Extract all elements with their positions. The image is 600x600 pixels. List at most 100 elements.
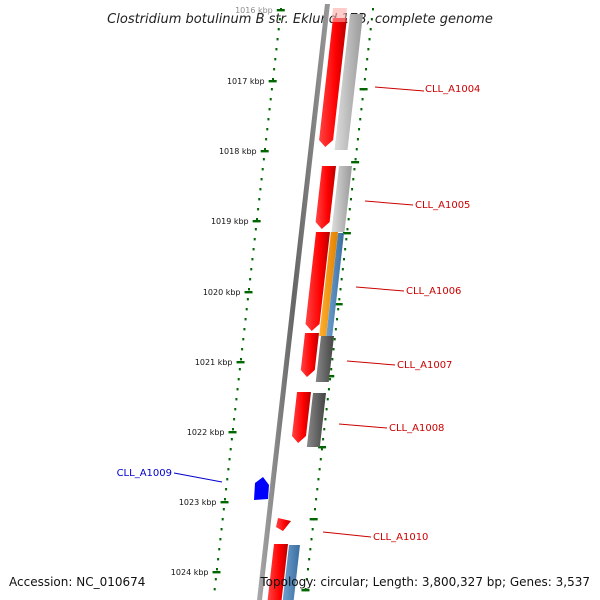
grid-dot <box>219 538 222 541</box>
grid-dot <box>230 438 233 441</box>
tick-mark <box>260 150 269 153</box>
grid-dot <box>370 18 373 21</box>
grid-dot <box>363 78 366 81</box>
cds-reverse-feature <box>254 477 269 500</box>
tick-mark <box>220 501 229 504</box>
grid-dot <box>251 258 254 261</box>
grid-dot <box>277 28 280 31</box>
dark-track-feature <box>306 393 326 447</box>
tick-label: 1023 kbp <box>179 498 217 507</box>
gene-label[interactable]: CLL_A1004 <box>425 84 480 95</box>
grid-dot <box>361 98 364 101</box>
grid-dot <box>372 8 374 11</box>
label-leader-line <box>173 472 223 483</box>
grid-dot <box>353 168 356 171</box>
grid-dot <box>241 348 244 351</box>
blue-feature <box>326 233 344 336</box>
grid-dot <box>307 568 310 571</box>
gene-label[interactable]: CLL_A1006 <box>406 286 461 297</box>
grid-dot <box>358 128 361 131</box>
grid-dot <box>221 518 224 521</box>
grid-dot <box>322 438 325 441</box>
tick-mark <box>318 446 327 449</box>
tick-label: 1017 kbp <box>227 77 265 86</box>
tick-mark <box>351 161 360 164</box>
gene-label[interactable]: CLL_A1005 <box>415 200 470 211</box>
grid-dot <box>236 388 239 391</box>
grid-dot <box>313 508 316 511</box>
grid-dot <box>229 448 232 451</box>
orange-feature <box>319 232 338 336</box>
grid-dot <box>367 48 370 51</box>
grid-dot <box>345 238 348 241</box>
gene-label[interactable]: CLL_A1010 <box>373 532 428 543</box>
tick-mark <box>236 361 245 364</box>
grid-dot <box>311 528 314 531</box>
gene-label[interactable]: CLL_A1008 <box>389 423 444 434</box>
grid-dot <box>273 68 276 71</box>
grid-dot <box>214 578 217 581</box>
grid-dot <box>243 328 246 331</box>
grid-dot <box>262 158 265 161</box>
grid-dot <box>308 558 311 561</box>
grid-dot <box>217 558 220 561</box>
cds-forward-feature <box>315 166 336 229</box>
gene-label[interactable]: CLL_A1007 <box>397 360 452 371</box>
blue-feature <box>282 545 300 600</box>
grid-dot <box>246 298 249 301</box>
gray-track-feature <box>331 166 352 232</box>
grid-dot <box>242 338 245 341</box>
grid-rings <box>213 8 374 591</box>
grid-dot <box>269 98 272 101</box>
label-leader-line <box>322 531 372 538</box>
label-leader-line <box>355 286 405 292</box>
grid-dot <box>336 318 339 321</box>
grid-dot <box>305 578 308 581</box>
tick-mark <box>301 589 310 592</box>
grid-dot <box>354 158 357 161</box>
map-title: Clostridium botulinum B str. Eklund 17B,… <box>107 12 493 27</box>
accession-label: Accession: NC_010674 <box>9 575 145 589</box>
grid-dot <box>263 148 266 151</box>
label-leader-line <box>346 360 396 366</box>
tick-label: 1016 kbp <box>235 6 273 15</box>
grid-dot <box>316 488 319 491</box>
grid-dot <box>235 398 238 401</box>
grid-dot <box>268 108 271 111</box>
grid-dot <box>352 178 355 181</box>
grid-dot <box>231 428 234 431</box>
gene-label[interactable]: CLL_A1009 <box>117 468 172 479</box>
grid-dot <box>347 218 350 221</box>
grid-dot <box>338 298 341 301</box>
grid-dot <box>267 118 270 121</box>
cds-forward-feature <box>331 8 347 22</box>
grid-dot <box>247 288 250 291</box>
grid-dot <box>359 118 362 121</box>
grid-dot <box>356 138 359 141</box>
grid-dot <box>233 418 236 421</box>
grid-dot <box>351 188 354 191</box>
grid-dot <box>265 138 268 141</box>
scale-ticks: 1016 kbp 1017 kbp 1018 kbp 1019 kbp 1020 kbp… <box>171 6 368 592</box>
grid-dot <box>315 498 318 501</box>
grid-dot <box>342 258 345 261</box>
grid-dot <box>278 18 281 21</box>
tick-mark <box>228 431 237 434</box>
grid-dot <box>331 358 334 361</box>
grid-dot <box>222 508 225 511</box>
tick-mark <box>342 232 351 235</box>
tick-label: 1020 kbp <box>203 288 241 297</box>
grid-dot <box>325 408 328 411</box>
grid-dot <box>260 178 263 181</box>
topology-label: Topology: circular; Length: 3,800,327 bp… <box>259 575 590 589</box>
grid-dot <box>318 468 321 471</box>
grid-dot <box>344 248 347 251</box>
grid-dot <box>337 308 340 311</box>
grid-dot <box>259 188 262 191</box>
grid-dot <box>261 168 264 171</box>
grid-dot <box>310 538 313 541</box>
grid-dot <box>341 268 344 271</box>
cds-forward-feature <box>300 333 319 377</box>
label-leader-line <box>374 86 425 92</box>
